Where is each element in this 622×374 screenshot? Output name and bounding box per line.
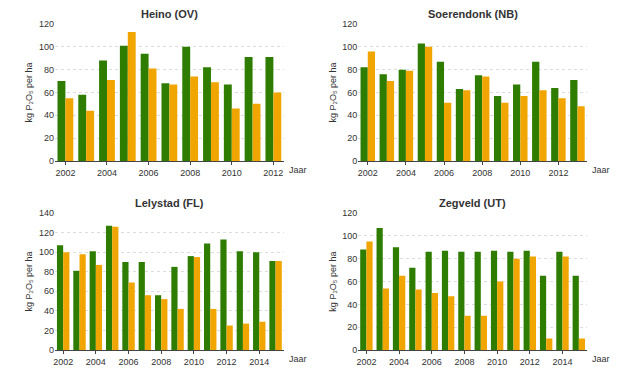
svg-text:120: 120: [39, 19, 54, 29]
svg-text:0: 0: [49, 156, 54, 166]
svg-text:Jaar: Jaar: [592, 354, 610, 364]
svg-text:40: 40: [44, 306, 54, 316]
svg-text:Jaar: Jaar: [289, 354, 307, 364]
svg-text:40: 40: [347, 110, 357, 120]
svg-text:80: 80: [44, 267, 54, 277]
svg-text:2012: 2012: [217, 357, 237, 367]
svg-text:Jaar: Jaar: [289, 165, 307, 175]
svg-text:0: 0: [352, 156, 357, 166]
svg-text:100: 100: [39, 42, 54, 52]
svg-text:2002: 2002: [55, 168, 75, 178]
svg-text:20: 20: [44, 326, 54, 336]
svg-text:2004: 2004: [396, 168, 416, 178]
svg-text:2008: 2008: [454, 357, 474, 367]
svg-text:120: 120: [342, 19, 357, 29]
svg-text:20: 20: [347, 133, 357, 143]
svg-text:Soerendonk (NB): Soerendonk (NB): [428, 8, 518, 20]
svg-text:2004: 2004: [97, 168, 117, 178]
svg-text:Zegveld (UT): Zegveld (UT): [439, 197, 506, 209]
svg-text:80: 80: [347, 65, 357, 75]
svg-text:2008: 2008: [151, 357, 171, 367]
svg-text:Heino (OV): Heino (OV): [141, 8, 198, 20]
svg-text:120: 120: [39, 228, 54, 238]
svg-text:2006: 2006: [139, 168, 159, 178]
svg-text:2012: 2012: [520, 357, 540, 367]
svg-text:140: 140: [39, 208, 54, 218]
svg-text:2012: 2012: [548, 168, 568, 178]
svg-text:2010: 2010: [184, 357, 204, 367]
svg-text:40: 40: [44, 110, 54, 120]
svg-text:2010: 2010: [510, 168, 530, 178]
svg-text:kg P₂O₅ per ha: kg P₂O₅ per ha: [24, 62, 34, 122]
svg-text:2010: 2010: [487, 357, 507, 367]
svg-text:2014: 2014: [249, 357, 269, 367]
svg-text:120: 120: [342, 208, 357, 218]
svg-text:Lelystad (FL): Lelystad (FL): [135, 197, 204, 209]
svg-text:2010: 2010: [222, 168, 242, 178]
svg-text:2012: 2012: [263, 168, 283, 178]
svg-text:100: 100: [39, 247, 54, 257]
svg-text:2006: 2006: [119, 357, 139, 367]
svg-text:2004: 2004: [86, 357, 106, 367]
svg-text:2006: 2006: [422, 357, 442, 367]
svg-text:80: 80: [44, 65, 54, 75]
svg-text:100: 100: [342, 231, 357, 241]
svg-text:2002: 2002: [356, 357, 376, 367]
svg-text:2008: 2008: [472, 168, 492, 178]
svg-text:60: 60: [44, 286, 54, 296]
svg-text:0: 0: [49, 345, 54, 355]
svg-text:kg P₂O₅ per ha: kg P₂O₅ per ha: [328, 251, 338, 311]
svg-text:kg P₂O₅ per ha: kg P₂O₅ per ha: [24, 251, 34, 311]
svg-text:2008: 2008: [180, 168, 200, 178]
svg-text:2006: 2006: [434, 168, 454, 178]
svg-text:40: 40: [347, 300, 357, 310]
svg-text:20: 20: [347, 322, 357, 332]
svg-text:100: 100: [342, 42, 357, 52]
svg-text:0: 0: [352, 345, 357, 355]
svg-text:2014: 2014: [552, 357, 572, 367]
svg-text:Jaar: Jaar: [592, 165, 610, 175]
svg-text:60: 60: [347, 88, 357, 98]
svg-text:2002: 2002: [358, 168, 378, 178]
svg-text:20: 20: [44, 133, 54, 143]
svg-text:kg P₂O₅ per ha: kg P₂O₅ per ha: [328, 62, 338, 122]
svg-text:80: 80: [347, 254, 357, 264]
svg-text:2004: 2004: [389, 357, 409, 367]
svg-text:60: 60: [44, 88, 54, 98]
svg-text:2002: 2002: [53, 357, 73, 367]
svg-text:60: 60: [347, 277, 357, 287]
